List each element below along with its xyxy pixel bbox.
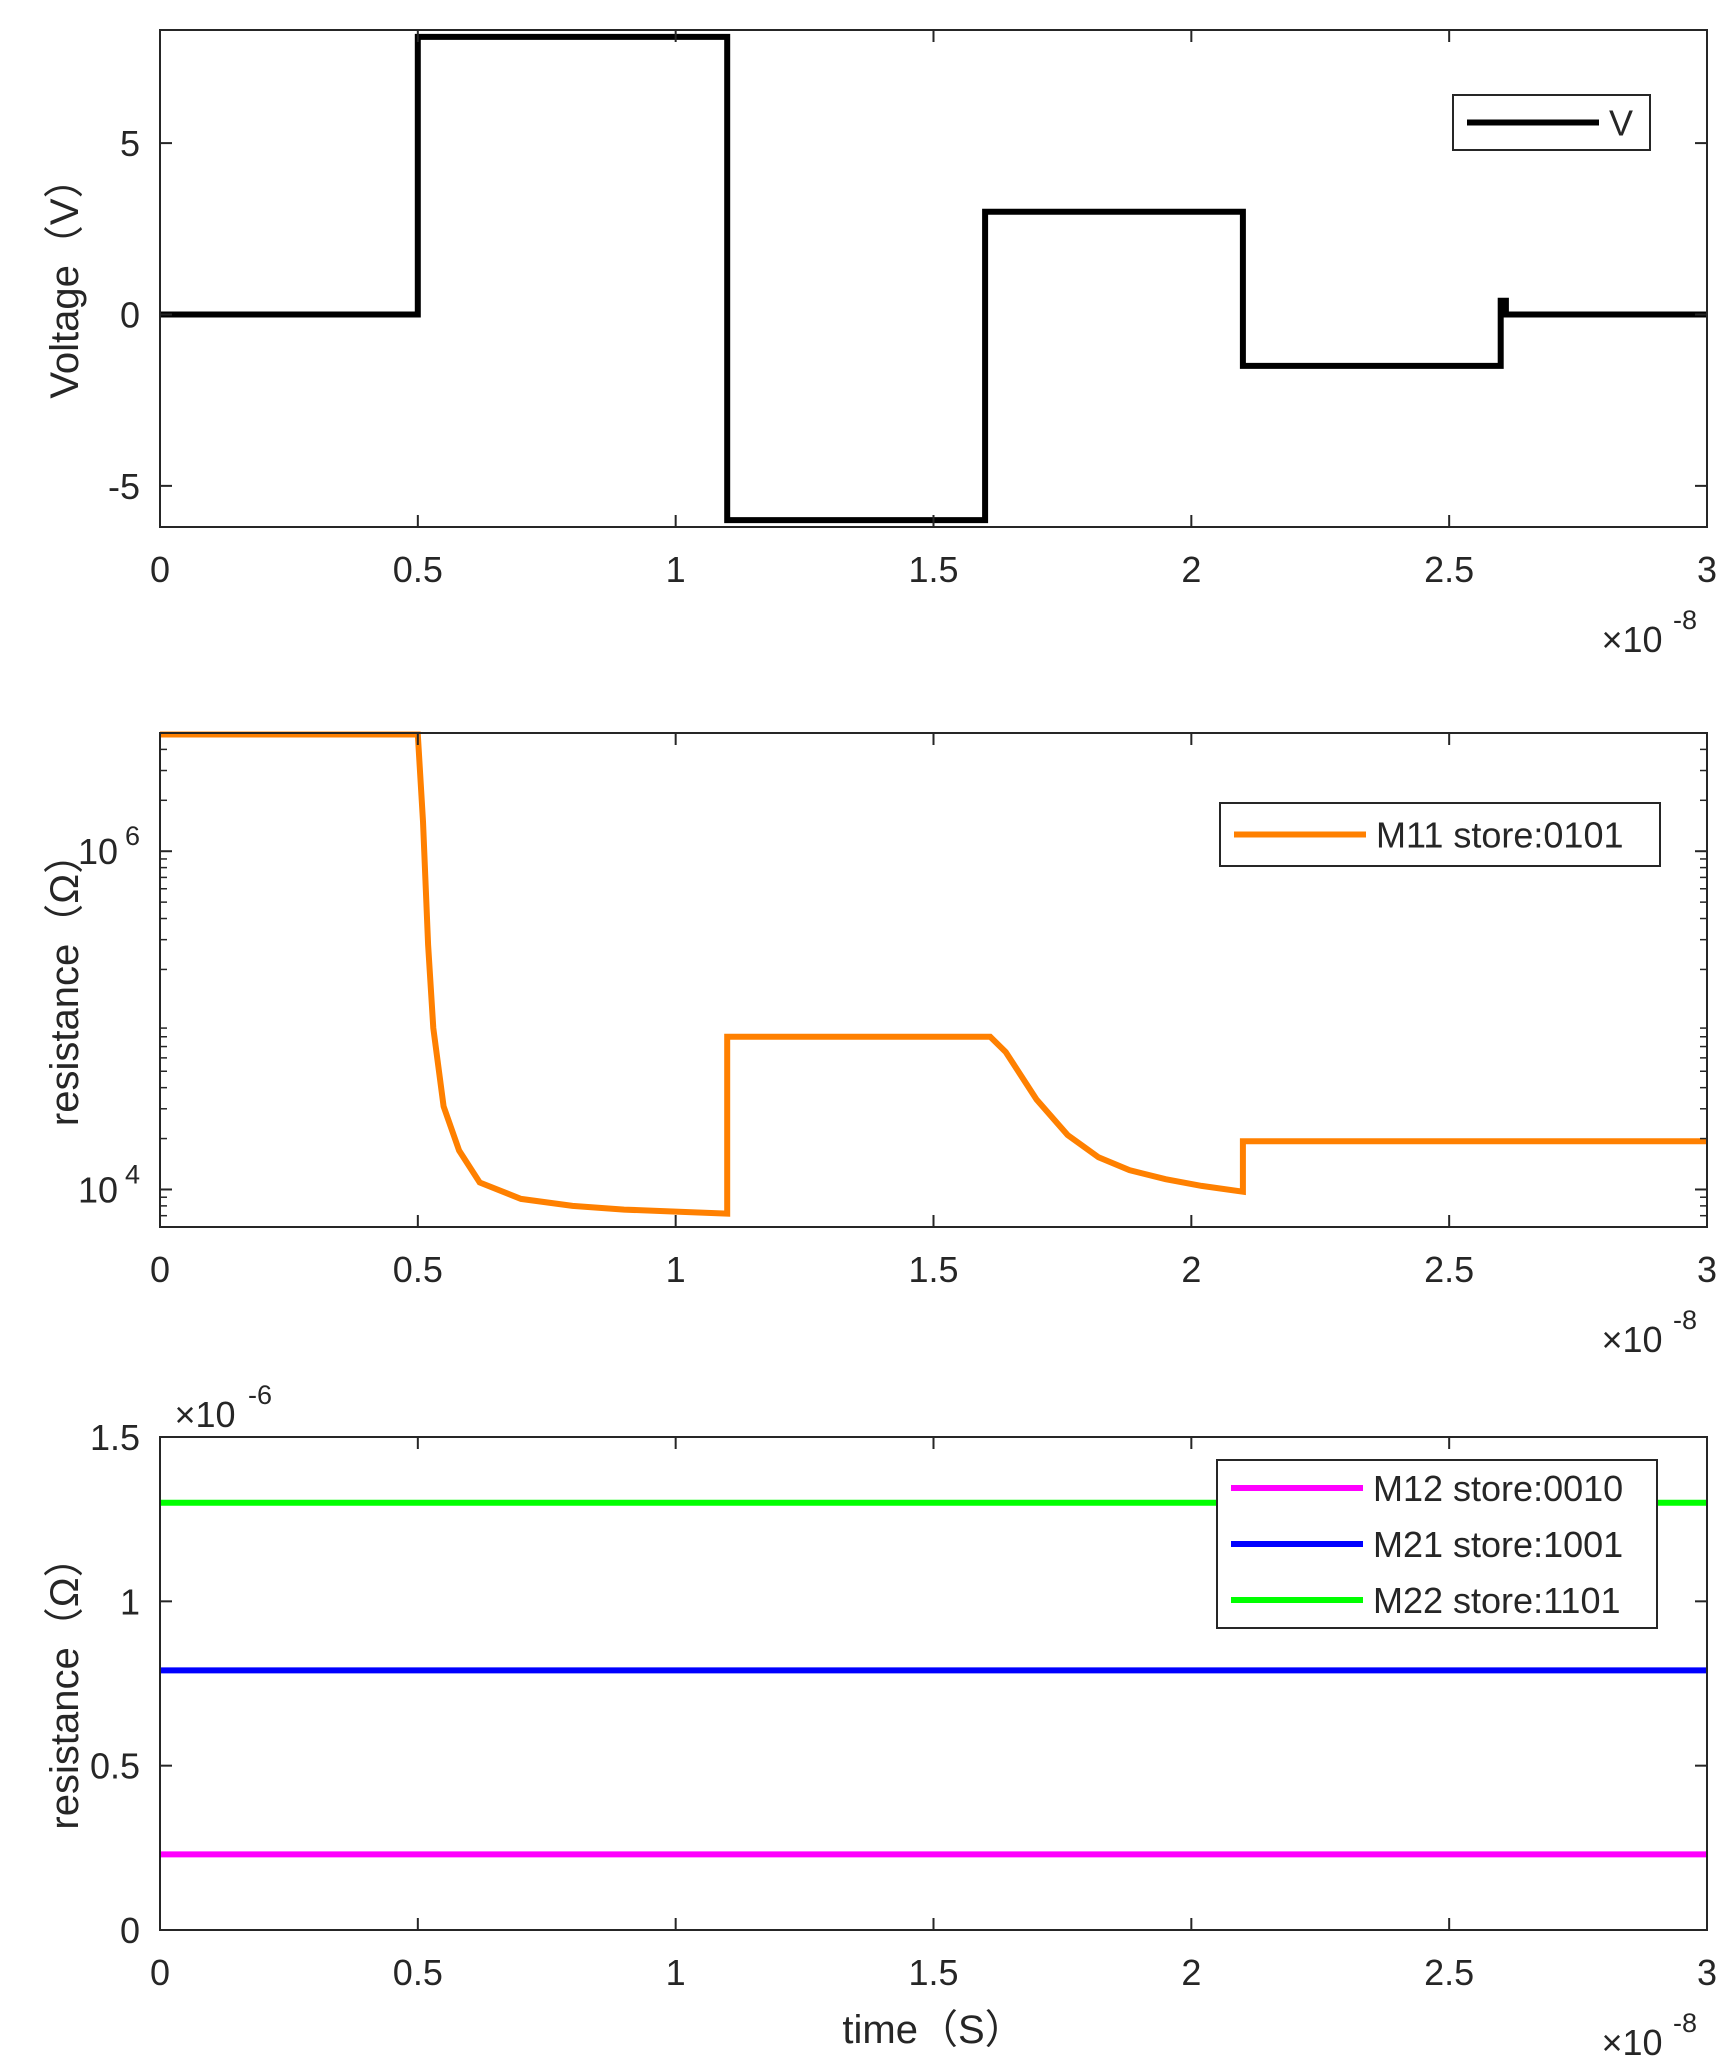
y-tick-label: 0 xyxy=(120,1910,140,1951)
y-tick-label: 1.5 xyxy=(90,1417,140,1458)
panel-3: 0 0.5 1 1.5 2 2.5 3 0 0.5 1 1.5 ×10 -8 ×10 -6 resistanc… xyxy=(43,1380,1717,2063)
y-tick-label-base: 10 xyxy=(78,831,118,872)
y-tick-label: 10 xyxy=(78,1169,118,1210)
x-tick-label: 2 xyxy=(1181,1249,1201,1290)
x-tick-label: 0.5 xyxy=(393,1952,443,1993)
series-line-v xyxy=(160,33,1707,524)
legend-entry: M12 store:0010 xyxy=(1373,1468,1623,1509)
x-exponent-label: ×10 xyxy=(1601,2022,1662,2063)
x-tick-label: 1.5 xyxy=(908,1249,958,1290)
panel-1: 0 0.5 1 1.5 2 2.5 3 -5 0 5 ×10 -8 Voltage（V） V xyxy=(43,29,1717,660)
y-axis-label: resistance（Ω） xyxy=(43,1537,87,1829)
y-axis-label: resistance（Ω） xyxy=(43,834,87,1126)
x-tick-label: 2.5 xyxy=(1424,1249,1474,1290)
x-exponent-label: ×10 xyxy=(1601,1319,1662,1360)
legend: V xyxy=(1452,94,1651,151)
x-tick-label: 0.5 xyxy=(393,549,443,590)
x-tick-label: 2 xyxy=(1181,1952,1201,1993)
x-tick-label: 0 xyxy=(150,1952,170,1993)
x-tick-label: 3 xyxy=(1697,1952,1717,1993)
x-tick-label: 1.5 xyxy=(908,549,958,590)
x-exponent-power: -8 xyxy=(1673,1305,1697,1335)
y-tick-label: 1 xyxy=(120,1581,140,1622)
y-tick-label-exponent: 6 xyxy=(125,821,140,851)
y-tick-label: -5 xyxy=(108,466,140,507)
x-tick-label: 1 xyxy=(666,1952,686,1993)
x-tick-label: 2.5 xyxy=(1424,1952,1474,1993)
legend-entry: V xyxy=(1609,103,1633,144)
x-tick-label: 1 xyxy=(666,549,686,590)
legend: M11 store:0101 xyxy=(1219,802,1661,867)
x-tick-label: 2.5 xyxy=(1424,549,1474,590)
x-tick-label: 3 xyxy=(1697,549,1717,590)
x-exponent-label: ×10 xyxy=(1601,619,1662,660)
legend: M12 store:0010 M21 store:1001 M22 store:11… xyxy=(1216,1459,1658,1629)
x-exponent-power: -8 xyxy=(1673,2008,1697,2038)
y-axis-label: Voltage（V） xyxy=(43,158,87,398)
x-axis-label: time（S） xyxy=(842,2008,1024,2052)
x-tick-label: 0 xyxy=(150,549,170,590)
legend-entry: M11 store:0101 xyxy=(1376,815,1623,856)
y-tick-label: 0 xyxy=(120,294,140,335)
y-tick-label-exponent: 4 xyxy=(125,1159,140,1189)
x-tick-label: 0 xyxy=(150,1249,170,1290)
y-tick-label-base: 10 xyxy=(78,1169,118,1210)
x-tick-label: 1.5 xyxy=(908,1952,958,1993)
series-line-m11 xyxy=(160,731,1707,1217)
x-tick-label: 1 xyxy=(666,1249,686,1290)
y-tick-label: 0.5 xyxy=(90,1746,140,1787)
y-exponent-power: -6 xyxy=(248,1380,272,1410)
x-tick-label: 3 xyxy=(1697,1249,1717,1290)
y-tick-label: 5 xyxy=(120,123,140,164)
y-exponent-label: ×10 xyxy=(174,1394,235,1435)
legend-entry: M21 store:1001 xyxy=(1373,1524,1623,1565)
x-tick-label: 2 xyxy=(1181,549,1201,590)
x-exponent-power: -8 xyxy=(1673,605,1697,635)
x-tick-label: 0.5 xyxy=(393,1249,443,1290)
legend-entry: M22 store:1101 xyxy=(1373,1580,1620,1621)
y-tick-label: 10 xyxy=(78,831,118,872)
